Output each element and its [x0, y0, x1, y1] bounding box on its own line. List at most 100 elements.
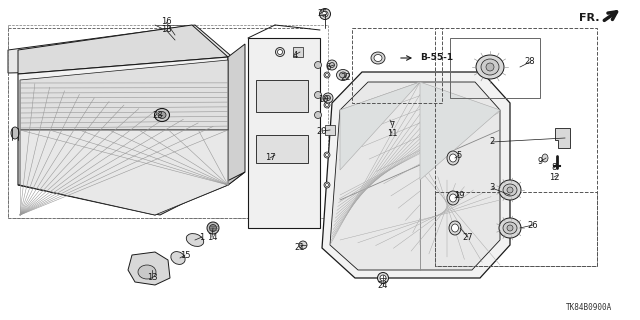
Polygon shape [18, 172, 245, 215]
Bar [325, 125, 335, 135]
Bar [352, 28, 442, 103]
Text: 19: 19 [454, 190, 464, 199]
Ellipse shape [322, 11, 328, 17]
Ellipse shape [339, 72, 346, 78]
Text: 1: 1 [200, 233, 205, 242]
Ellipse shape [323, 93, 333, 103]
Text: 7: 7 [389, 121, 395, 130]
Polygon shape [128, 252, 170, 285]
Ellipse shape [481, 59, 499, 75]
Ellipse shape [299, 241, 307, 249]
Text: 23: 23 [153, 110, 163, 119]
Ellipse shape [324, 102, 330, 108]
Ellipse shape [327, 60, 337, 70]
Text: 25: 25 [317, 10, 328, 19]
Polygon shape [8, 25, 230, 73]
Ellipse shape [186, 234, 204, 246]
Ellipse shape [449, 154, 456, 162]
Ellipse shape [207, 222, 219, 234]
Bar [293, 47, 303, 57]
Polygon shape [340, 82, 420, 170]
Ellipse shape [451, 224, 458, 232]
Ellipse shape [380, 275, 386, 281]
Text: 21: 21 [295, 244, 305, 252]
Bar [256, 80, 308, 112]
Polygon shape [248, 38, 320, 228]
Text: 6: 6 [325, 62, 331, 71]
Text: 9: 9 [538, 157, 543, 166]
Polygon shape [20, 130, 228, 215]
Ellipse shape [374, 54, 382, 61]
Ellipse shape [324, 182, 330, 188]
Text: 11: 11 [387, 129, 397, 138]
Ellipse shape [171, 252, 185, 264]
Ellipse shape [314, 61, 321, 68]
Text: 17: 17 [265, 154, 275, 163]
Ellipse shape [503, 222, 517, 234]
Ellipse shape [314, 111, 321, 118]
Text: TK84B0900A: TK84B0900A [566, 303, 612, 313]
Polygon shape [18, 25, 228, 74]
Ellipse shape [326, 183, 328, 187]
Ellipse shape [449, 194, 456, 202]
Text: 14: 14 [207, 233, 217, 242]
Ellipse shape [326, 95, 330, 100]
Ellipse shape [138, 265, 156, 279]
Text: 5: 5 [456, 150, 461, 159]
Ellipse shape [507, 225, 513, 231]
Ellipse shape [154, 108, 170, 122]
Ellipse shape [503, 184, 517, 196]
Text: FR.: FR. [579, 13, 600, 23]
Text: B-55-1: B-55-1 [420, 53, 453, 62]
Ellipse shape [476, 55, 504, 79]
Ellipse shape [499, 218, 521, 238]
Ellipse shape [324, 152, 330, 158]
Bar [435, 192, 597, 266]
Text: 24: 24 [378, 281, 388, 290]
Text: 16: 16 [161, 18, 172, 27]
Text: 27: 27 [463, 233, 474, 242]
Ellipse shape [486, 63, 494, 71]
Ellipse shape [11, 127, 19, 139]
Ellipse shape [319, 9, 330, 20]
Ellipse shape [326, 74, 328, 76]
Ellipse shape [275, 47, 285, 57]
Ellipse shape [158, 111, 166, 118]
Text: 3: 3 [490, 183, 495, 193]
Text: 18: 18 [161, 26, 172, 35]
Polygon shape [20, 60, 228, 130]
Ellipse shape [314, 92, 321, 99]
Bar [450, 38, 540, 98]
Ellipse shape [337, 69, 349, 81]
Text: 26: 26 [528, 220, 538, 229]
Polygon shape [322, 72, 510, 278]
Ellipse shape [326, 154, 328, 156]
Ellipse shape [447, 191, 459, 205]
Ellipse shape [324, 72, 330, 78]
Polygon shape [330, 82, 500, 270]
Bar [256, 135, 308, 163]
Polygon shape [420, 82, 500, 180]
Text: 2: 2 [490, 138, 495, 147]
Text: 10: 10 [317, 94, 328, 103]
Ellipse shape [447, 151, 459, 165]
Ellipse shape [371, 52, 385, 64]
Polygon shape [555, 128, 570, 148]
Polygon shape [228, 44, 245, 185]
Ellipse shape [209, 225, 216, 231]
Ellipse shape [326, 103, 328, 107]
Ellipse shape [449, 221, 461, 235]
Bar [435, 28, 597, 266]
Ellipse shape [278, 50, 282, 54]
Text: 28: 28 [525, 58, 535, 67]
Ellipse shape [507, 187, 513, 193]
Ellipse shape [378, 273, 388, 284]
Polygon shape [18, 57, 228, 215]
Ellipse shape [330, 62, 335, 68]
Text: 8: 8 [551, 164, 557, 172]
Text: 4: 4 [292, 51, 298, 60]
Ellipse shape [542, 154, 548, 162]
Ellipse shape [499, 180, 521, 200]
Text: 15: 15 [180, 251, 190, 260]
Text: 13: 13 [147, 274, 157, 283]
